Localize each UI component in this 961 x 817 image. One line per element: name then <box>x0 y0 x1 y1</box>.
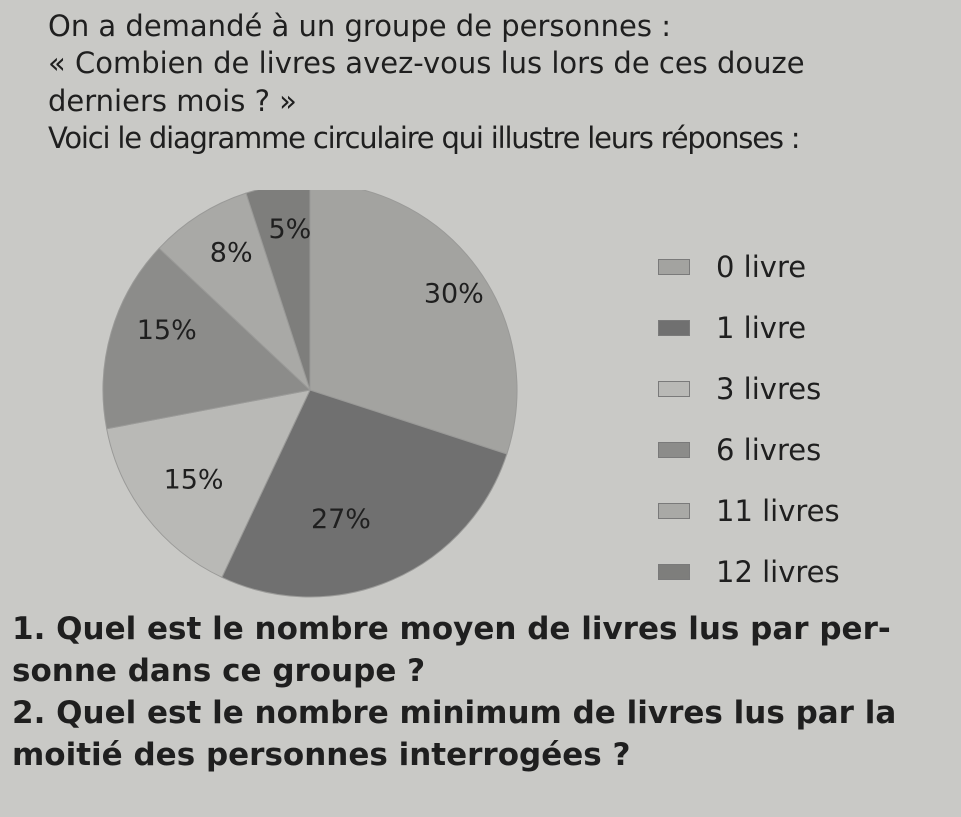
pie-label-5: 8% <box>210 238 253 269</box>
intro-line-1: On a demandé à un groupe de personnes : <box>48 9 671 43</box>
legend-item: 12 livres <box>658 541 938 602</box>
pie-slice-5 <box>158 192 311 391</box>
pie-slice-2 <box>221 389 508 598</box>
question-2-line-1: 2. Quel est le nombre minimum de livres … <box>12 692 952 734</box>
legend-swatch <box>658 563 690 580</box>
pie-label-4: 15% <box>137 315 197 346</box>
question-1-text: Quel est le nombre moyen de livres lus p… <box>56 611 891 647</box>
pie-label-2: 27% <box>311 504 371 535</box>
legend-swatch <box>658 258 690 275</box>
intro-line-3: derniers mois ? » <box>48 83 297 118</box>
intro-line-4: Voici le diagramme circulaire qui illust… <box>48 121 801 156</box>
legend-swatch <box>658 441 690 458</box>
pie-slice-6 <box>245 190 311 391</box>
legend-item: 3 livres <box>658 358 938 419</box>
legend-label: 12 livres <box>716 554 840 589</box>
question-2-line-2: moitié des personnes interrogées ? <box>12 737 631 774</box>
question-2-text: Quel est le nombre minimum de livres lus… <box>56 695 897 732</box>
questions: 1. Quel est le nombre moyen de livres lu… <box>12 608 952 777</box>
intro-line-2: « Combien de livres avez-vous lus lors d… <box>48 46 805 81</box>
legend-item: 1 livre <box>658 297 938 358</box>
pie-label-6: 5% <box>269 214 312 245</box>
pie-slice-1 <box>309 190 518 455</box>
question-2-number: 2. <box>12 695 46 732</box>
question-1-line-2: sonne dans ce groupe ? <box>12 653 426 690</box>
pie-label-1: 30% <box>424 279 484 310</box>
legend-label: 1 livre <box>716 310 807 345</box>
legend-swatch <box>658 319 690 336</box>
chart-legend: 0 livre 1 livre 3 livres 6 livres 11 liv… <box>658 236 938 602</box>
legend-label: 3 livres <box>716 371 822 406</box>
pie-slice-3 <box>106 389 311 578</box>
legend-item: 6 livres <box>658 419 938 480</box>
legend-label: 6 livres <box>716 432 822 467</box>
legend-item: 11 livres <box>658 480 938 541</box>
question-1-line-1: 1. Quel est le nombre moyen de livres lu… <box>12 608 952 650</box>
intro-text: On a demandé à un groupe de personnes : … <box>48 8 948 158</box>
pie-label-3: 15% <box>164 465 224 496</box>
pie-chart: 30% 27% 15% 15% 8% 5% <box>102 190 518 598</box>
legend-label: 11 livres <box>716 493 840 528</box>
pie-slice-4 <box>102 247 312 430</box>
question-1-number: 1. <box>12 611 46 647</box>
legend-swatch <box>658 380 690 397</box>
legend-swatch <box>658 502 690 519</box>
legend-label: 0 livre <box>716 249 807 284</box>
legend-item: 0 livre <box>658 236 938 297</box>
